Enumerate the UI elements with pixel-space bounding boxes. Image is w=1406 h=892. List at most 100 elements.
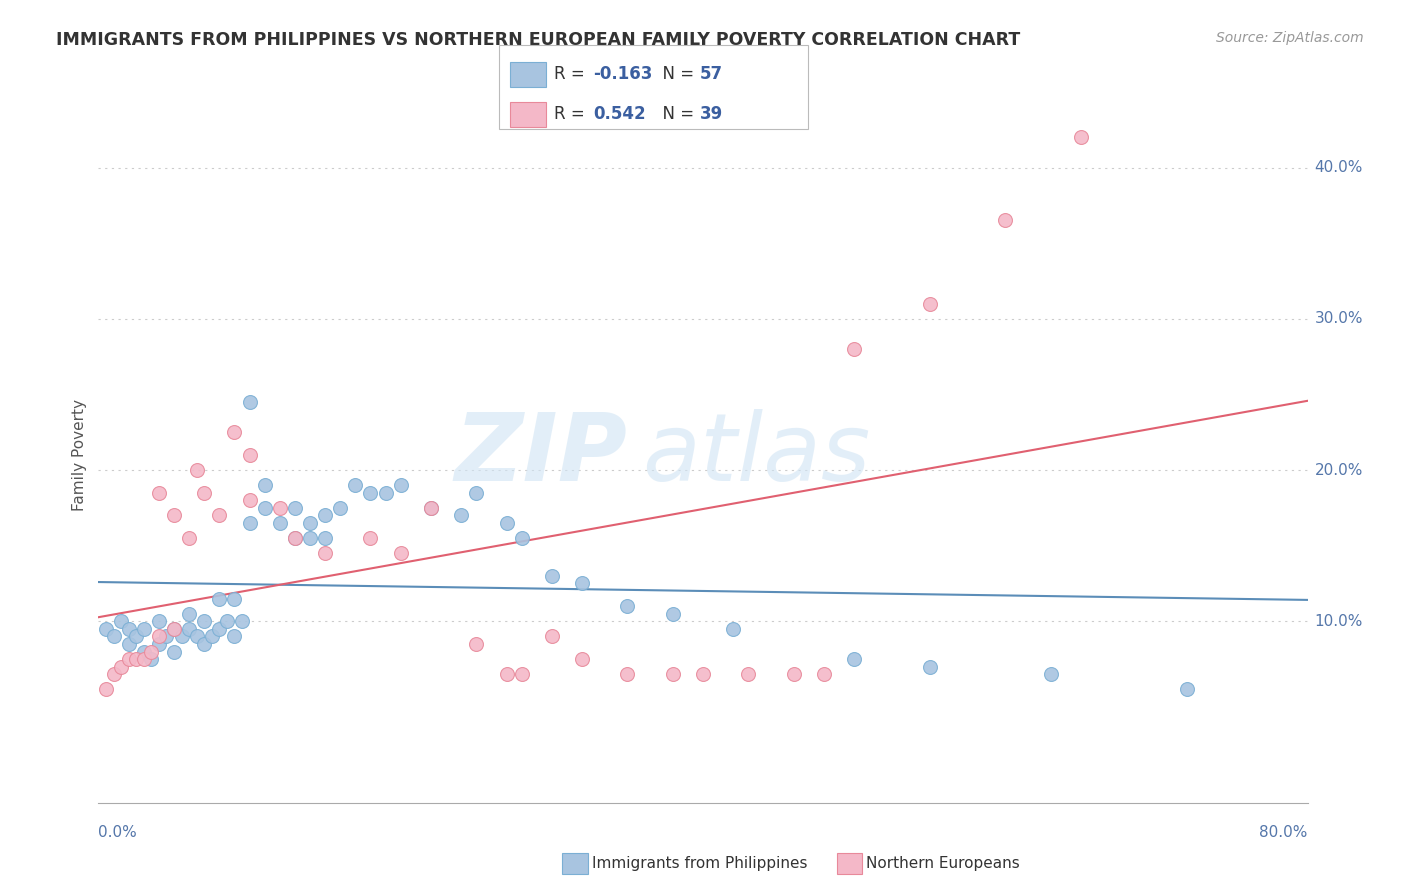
Point [148, 485, 170, 500]
Point [186, 629, 208, 643]
Point [208, 508, 231, 523]
Point [239, 448, 262, 462]
Point [208, 622, 231, 636]
Point [661, 607, 683, 621]
Point [269, 500, 291, 515]
Point [360, 485, 382, 500]
Y-axis label: Family Poverty: Family Poverty [72, 399, 87, 511]
Point [1070, 130, 1092, 145]
Point [344, 478, 367, 492]
Point [299, 516, 322, 530]
Point [721, 622, 744, 636]
Point [224, 629, 246, 643]
Text: Immigrants from Philippines: Immigrants from Philippines [592, 856, 807, 871]
Text: atlas: atlas [643, 409, 870, 500]
Point [155, 629, 177, 643]
Point [844, 652, 866, 666]
Point [125, 629, 148, 643]
Point [284, 500, 307, 515]
Point [193, 637, 215, 651]
Point [1039, 667, 1062, 681]
Point [571, 652, 593, 666]
Point [94, 622, 117, 636]
Text: -0.163: -0.163 [593, 65, 652, 83]
Point [177, 607, 201, 621]
Point [616, 599, 638, 614]
Point [284, 531, 307, 545]
Point [118, 637, 141, 651]
Point [918, 296, 941, 310]
Point [110, 659, 132, 673]
Text: R =: R = [554, 105, 591, 123]
Point [148, 615, 170, 629]
Point [844, 342, 866, 356]
Point [177, 531, 201, 545]
Point [510, 531, 533, 545]
Text: N =: N = [652, 65, 700, 83]
Text: 40.0%: 40.0% [1315, 160, 1362, 175]
Point [465, 485, 488, 500]
Point [419, 500, 441, 515]
Point [299, 531, 322, 545]
Point [465, 637, 488, 651]
Point [239, 516, 262, 530]
Point [692, 667, 714, 681]
Point [163, 644, 186, 658]
Point [141, 652, 163, 666]
Point [170, 629, 193, 643]
Point [231, 615, 253, 629]
Point [193, 615, 215, 629]
Text: 57: 57 [700, 65, 723, 83]
Point [94, 682, 117, 697]
Point [495, 667, 517, 681]
Point [110, 615, 132, 629]
Point [186, 463, 208, 477]
Point [374, 485, 396, 500]
Point [571, 576, 593, 591]
Point [782, 667, 804, 681]
Point [253, 478, 276, 492]
Point [389, 546, 412, 560]
Point [495, 516, 517, 530]
Point [314, 508, 336, 523]
Point [239, 493, 262, 508]
Point [239, 395, 262, 409]
Point [269, 516, 291, 530]
Point [224, 591, 246, 606]
Point [737, 667, 759, 681]
Text: 0.0%: 0.0% [98, 825, 138, 840]
Point [193, 485, 215, 500]
Point [118, 652, 141, 666]
Point [284, 531, 307, 545]
Point [1175, 682, 1198, 697]
Text: Northern Europeans: Northern Europeans [866, 856, 1019, 871]
Point [125, 652, 148, 666]
Point [118, 622, 141, 636]
Text: 0.542: 0.542 [593, 105, 645, 123]
Point [540, 569, 562, 583]
Text: 20.0%: 20.0% [1315, 463, 1362, 477]
Point [389, 478, 412, 492]
Point [132, 622, 155, 636]
Point [141, 644, 163, 658]
Point [132, 644, 155, 658]
Point [314, 531, 336, 545]
Point [329, 500, 352, 515]
Point [661, 667, 683, 681]
Point [616, 667, 638, 681]
Text: ZIP: ZIP [454, 409, 627, 501]
Text: N =: N = [652, 105, 700, 123]
Point [510, 667, 533, 681]
Point [208, 591, 231, 606]
Point [918, 659, 941, 673]
Text: 80.0%: 80.0% [1260, 825, 1308, 840]
Text: 39: 39 [700, 105, 724, 123]
Point [994, 213, 1017, 227]
Point [163, 508, 186, 523]
Point [148, 637, 170, 651]
Point [215, 615, 238, 629]
Point [177, 622, 201, 636]
Point [314, 546, 336, 560]
Point [224, 425, 246, 440]
Text: 30.0%: 30.0% [1315, 311, 1362, 326]
